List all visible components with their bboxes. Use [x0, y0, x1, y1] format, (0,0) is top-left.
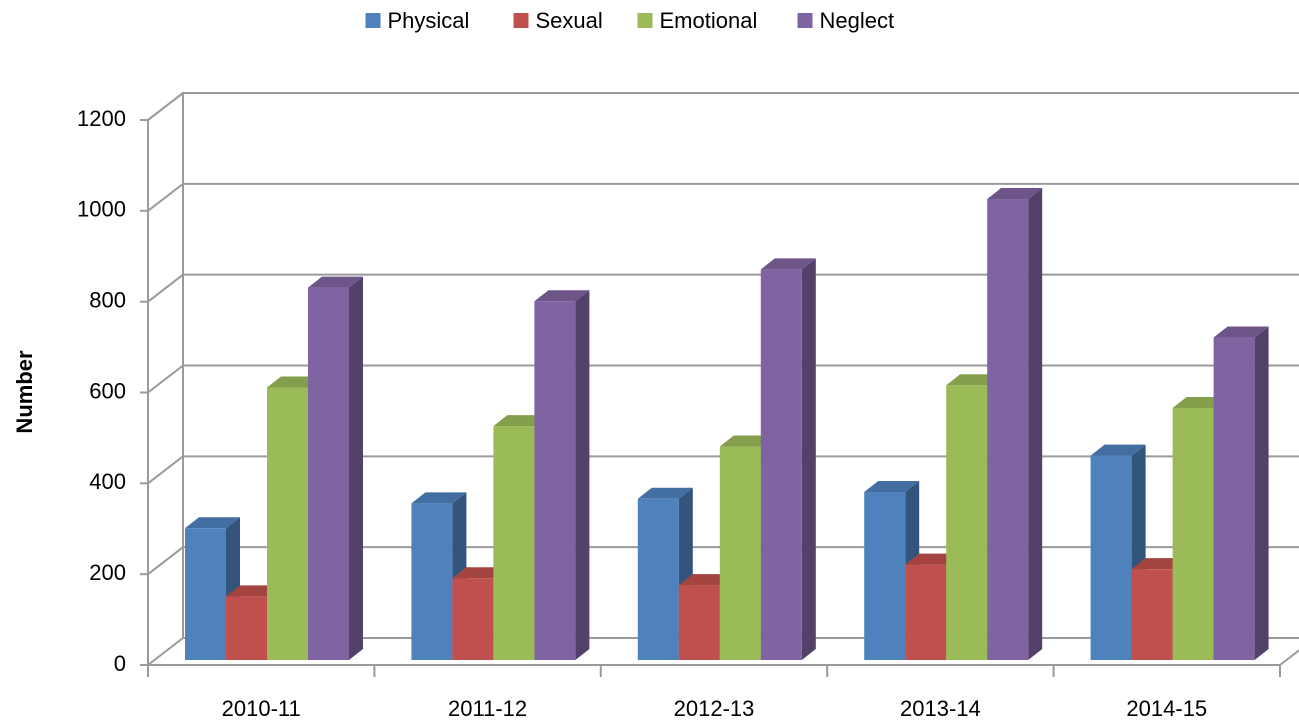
bar-front [493, 426, 535, 660]
legend-swatch [637, 13, 653, 28]
x-tick-label: 2014-15 [1126, 696, 1207, 721]
legend-label: Emotional [660, 8, 758, 33]
bar-side [1028, 188, 1043, 661]
bar-front [1172, 407, 1214, 660]
bar-front [987, 199, 1029, 661]
y-tick-label: 1200 [77, 106, 126, 131]
bar-top [308, 276, 363, 288]
legend-swatch [797, 13, 813, 28]
bar-top [987, 188, 1043, 200]
bar-front [946, 385, 988, 660]
y-tick-label: 600 [89, 378, 126, 403]
bar-front [267, 387, 308, 660]
bar-side [1254, 326, 1269, 660]
x-tick-label: 2010-11 [222, 696, 301, 721]
bar-front [637, 498, 679, 660]
grid-line [147, 455, 1299, 485]
bar [1213, 326, 1269, 660]
bar-front [308, 287, 349, 660]
x-tick-label: 2011-12 [448, 696, 527, 721]
x-tick-label: 2013-14 [900, 696, 981, 721]
bar [308, 276, 363, 660]
y-tick-label: 0 [114, 651, 126, 676]
bar-side [349, 276, 363, 660]
bar-front [678, 585, 720, 660]
bar-front [185, 528, 226, 660]
bar-top [760, 258, 816, 270]
bar-front [905, 564, 947, 660]
bar-top [185, 517, 240, 529]
bar-top [411, 492, 467, 504]
grid-line [147, 92, 1299, 121]
bar [987, 188, 1043, 661]
y-tick-label: 1000 [77, 197, 126, 222]
bar-front [1090, 455, 1132, 660]
legend-swatch [365, 13, 381, 28]
legend-label: Sexual [536, 8, 603, 33]
bar-top [864, 480, 920, 492]
grid-line [147, 273, 1299, 303]
legend-label: Physical [388, 8, 470, 33]
bar-top [1213, 326, 1269, 338]
y-tick-label: 400 [89, 469, 126, 494]
grid-line [147, 182, 1299, 212]
bar-front [760, 269, 802, 660]
x-tick-label: 2012-13 [674, 696, 755, 721]
bar-top [637, 487, 693, 499]
y-tick-label: 800 [89, 287, 126, 312]
bar-front [864, 491, 906, 660]
bar [760, 258, 816, 660]
grid-line [147, 546, 1299, 575]
grid-line [147, 364, 1299, 394]
legend-label: Neglect [820, 8, 895, 33]
bar-side [575, 290, 590, 660]
bar-front [226, 596, 267, 660]
bar-front [1131, 569, 1173, 660]
y-axis-label: Number [12, 350, 37, 434]
bar-front [452, 578, 494, 660]
bar-front [534, 301, 576, 660]
bar-top [1090, 444, 1146, 456]
bar-front [719, 446, 761, 660]
bar-side [801, 258, 816, 660]
bar-top [534, 290, 590, 302]
bar [1090, 444, 1146, 660]
floor-edge [1279, 649, 1299, 666]
y-tick-label: 200 [89, 560, 126, 585]
bar [534, 290, 590, 660]
bar-front [1213, 337, 1255, 660]
bar-front [411, 503, 453, 660]
legend-swatch [513, 13, 529, 28]
